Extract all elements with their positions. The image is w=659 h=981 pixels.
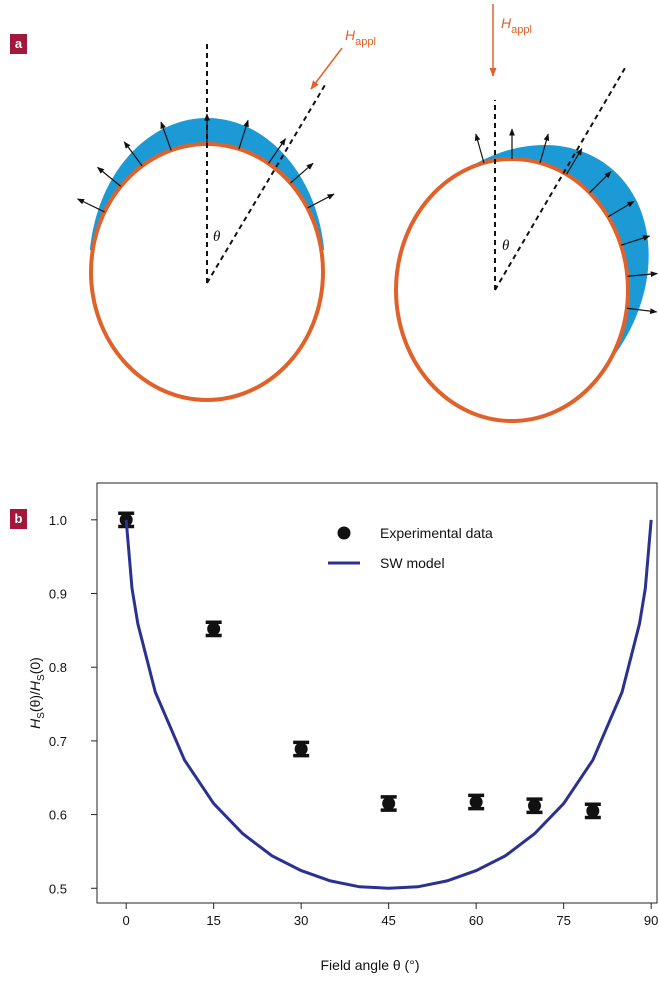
data-point bbox=[586, 804, 600, 818]
moment-arrow bbox=[123, 141, 143, 167]
data-point bbox=[294, 742, 308, 756]
moment-arrow bbox=[76, 198, 105, 213]
legend-marker bbox=[337, 526, 351, 540]
data-point bbox=[207, 622, 221, 636]
moment-arrows bbox=[474, 128, 658, 314]
y-tick-label: 0.7 bbox=[49, 734, 67, 749]
left-particle: Happl θ bbox=[76, 27, 376, 402]
moment-arrow bbox=[96, 166, 122, 187]
moment-arrow bbox=[160, 121, 172, 151]
model-curve bbox=[124, 519, 653, 890]
legend-label: Experimental data bbox=[380, 525, 493, 541]
field-arrow bbox=[310, 47, 343, 90]
x-tick-label: 0 bbox=[123, 913, 130, 928]
right-particle: Happl θ bbox=[394, 4, 658, 423]
field-label: Happl bbox=[345, 27, 376, 48]
moment-arrow bbox=[539, 133, 550, 164]
moment-arrow bbox=[589, 171, 612, 194]
particle-outline bbox=[394, 157, 630, 423]
moment-arrow bbox=[626, 307, 658, 314]
field-axis bbox=[206, 84, 326, 284]
moment-arrow bbox=[238, 119, 249, 150]
moment-arrow bbox=[290, 162, 314, 184]
x-tick-label: 30 bbox=[294, 913, 308, 928]
moment-arrow bbox=[307, 193, 335, 209]
moment-arrow bbox=[267, 138, 286, 164]
y-tick-label: 0.9 bbox=[49, 587, 67, 602]
x-tick-label: 60 bbox=[469, 913, 483, 928]
data-point bbox=[119, 513, 133, 527]
x-axis-label: Field angle θ (°) bbox=[321, 957, 420, 973]
moment-arrow bbox=[607, 200, 635, 218]
field-label: Happl bbox=[501, 15, 532, 36]
moment-arrow bbox=[620, 235, 651, 246]
x-tick-label: 75 bbox=[556, 913, 570, 928]
legend-label: SW model bbox=[380, 555, 445, 571]
data-point bbox=[469, 795, 483, 809]
x-tick-label: 90 bbox=[644, 913, 658, 928]
plot: 0 15 30 45 60 75 90 0.5 0.6 0.7 0.8 0.9 1.0 Experimen… bbox=[49, 511, 658, 928]
angle-label: θ bbox=[213, 229, 221, 245]
y-axis-label: HS(θ)/HS(0) bbox=[27, 657, 47, 729]
moment-arrow bbox=[474, 133, 485, 164]
data-point bbox=[528, 799, 541, 813]
y-tick-label: 0.6 bbox=[49, 808, 67, 823]
y-tick-label: 0.5 bbox=[49, 881, 67, 896]
y-tick-label: 0.8 bbox=[49, 660, 67, 675]
y-tick-label: 1.0 bbox=[49, 513, 67, 528]
data-point bbox=[382, 797, 396, 811]
moment-arrow bbox=[565, 147, 583, 175]
x-tick-label: 45 bbox=[381, 913, 395, 928]
panel-label: a bbox=[15, 36, 23, 51]
panel-badge bbox=[10, 509, 27, 529]
panel-badge bbox=[10, 34, 27, 54]
field-axis bbox=[494, 67, 626, 291]
panel-label: b bbox=[15, 511, 23, 526]
plot-frame bbox=[96, 482, 658, 904]
x-tick-label: 15 bbox=[206, 913, 220, 928]
angle-label: θ bbox=[502, 238, 510, 254]
moment-arrow bbox=[627, 271, 658, 277]
